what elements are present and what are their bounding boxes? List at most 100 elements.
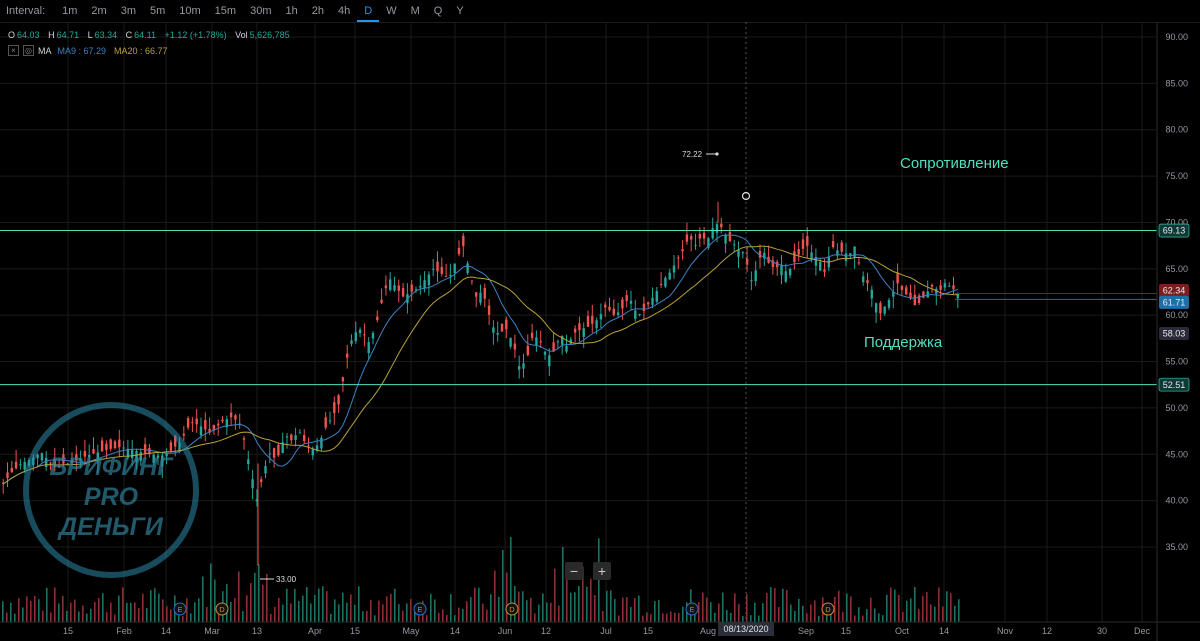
candle-body <box>324 417 327 428</box>
volume-bar <box>758 615 760 622</box>
high-marker-dot <box>715 152 719 156</box>
zoom-out-button[interactable]: − <box>565 562 583 580</box>
volume-bar <box>558 605 560 622</box>
candle-body <box>896 272 899 284</box>
volume-bar <box>210 563 212 622</box>
volume-value: 5,626,785 <box>249 30 290 40</box>
volume-bar <box>38 599 40 622</box>
earnings-marker <box>215 602 229 616</box>
volume-bar <box>510 537 512 622</box>
interval-3m[interactable]: 3m <box>120 5 136 17</box>
interval-5m[interactable]: 5m <box>149 5 166 17</box>
volume-bar <box>346 602 348 622</box>
interval-m[interactable]: M <box>410 5 420 17</box>
candle-body <box>268 453 271 455</box>
x-tick-label: 13 <box>252 626 262 636</box>
candle-body <box>556 341 560 343</box>
candle-body <box>14 461 18 469</box>
volume-bar <box>378 600 380 622</box>
earnings-marker <box>413 602 427 616</box>
volume-bar <box>574 592 576 622</box>
volume-bar <box>790 604 792 622</box>
volume-bar <box>186 598 188 622</box>
candle-body <box>479 292 482 303</box>
candle-body <box>922 291 925 298</box>
candle-body <box>647 302 650 305</box>
interval-1m[interactable]: 1m <box>62 5 78 17</box>
volume-bar <box>742 615 744 622</box>
candle-body <box>831 241 835 248</box>
interval-2h[interactable]: 2h <box>311 5 324 17</box>
candle-body <box>320 437 323 449</box>
candle-body <box>595 320 598 329</box>
interval-2m[interactable]: 2m <box>91 5 107 17</box>
volume-bar <box>650 614 652 622</box>
ma20-value: MA20 : 66.77 <box>114 45 168 56</box>
candle-body <box>315 445 319 451</box>
candle-body <box>436 261 439 272</box>
interval-30m[interactable]: 30m <box>250 5 272 17</box>
x-tick-label: 30 <box>1097 626 1107 636</box>
low-label: L <box>87 30 93 40</box>
volume-bar <box>166 606 168 622</box>
candle-body <box>552 342 555 352</box>
interval-q[interactable]: Q <box>433 5 443 17</box>
volume-bar <box>58 603 60 622</box>
volume-bar <box>170 609 172 622</box>
volume-bar <box>838 590 840 622</box>
candle-body <box>277 444 280 456</box>
volume-bar <box>118 595 120 622</box>
earnings-marker <box>685 602 699 616</box>
candle-body <box>328 420 332 422</box>
y-tick-label: 90.00 <box>1165 32 1188 42</box>
interval-10m[interactable]: 10m <box>179 5 201 17</box>
candle-body <box>801 239 805 249</box>
volume-bar <box>66 610 68 622</box>
x-tick-label: Apr <box>308 626 322 636</box>
interval-label: Interval: <box>6 5 46 17</box>
interval-15m[interactable]: 15m <box>214 5 237 17</box>
candle-body <box>728 231 732 242</box>
candle-body <box>569 339 572 344</box>
volume-bar <box>350 594 352 622</box>
candle-body <box>393 285 396 291</box>
zoom-in-button[interactable]: + <box>593 562 611 580</box>
candle-body <box>122 447 125 449</box>
interval-w[interactable]: W <box>386 5 397 17</box>
candle-body <box>793 251 796 263</box>
settings-icon[interactable]: ◎ <box>23 45 34 56</box>
price-tag <box>1158 377 1190 392</box>
volume-bar <box>930 604 932 622</box>
volume-bar <box>134 602 136 622</box>
candle-body <box>513 343 517 350</box>
candle-body <box>496 333 499 335</box>
crosshair-date-label: 08/13/2020 <box>723 624 768 634</box>
candle-body <box>763 252 766 259</box>
candle-body <box>221 419 224 422</box>
candle-body <box>350 340 353 344</box>
volume-bar <box>270 613 272 622</box>
close-icon[interactable]: × <box>8 45 19 56</box>
interval-4h[interactable]: 4h <box>337 5 351 17</box>
volume-bar <box>878 613 880 622</box>
volume-bar <box>2 601 4 622</box>
interval-1h[interactable]: 1h <box>285 5 298 17</box>
candle-body <box>135 451 138 463</box>
interval-d[interactable]: D <box>357 0 380 22</box>
candle-body <box>939 285 942 290</box>
candle-body <box>883 306 886 314</box>
volume-bar <box>566 565 568 622</box>
candle-body <box>702 232 706 239</box>
interval-y[interactable]: Y <box>456 5 464 17</box>
candle-body <box>419 285 422 288</box>
candle-body <box>573 328 577 333</box>
candle-body <box>346 353 349 358</box>
volume-bar <box>722 592 724 622</box>
candle-body <box>66 463 69 465</box>
candle-body <box>849 253 852 256</box>
candle-body <box>6 472 9 478</box>
volume-bar <box>370 600 372 622</box>
candle-body <box>788 268 792 276</box>
candle-body <box>715 224 719 233</box>
